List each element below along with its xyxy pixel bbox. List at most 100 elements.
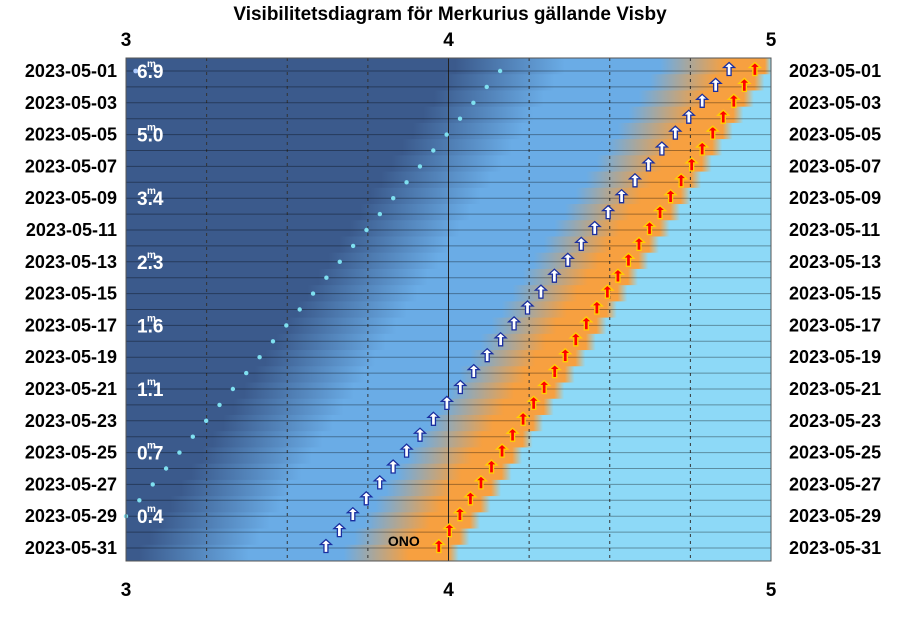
dawn-dot xyxy=(417,164,423,169)
x-tick-label-top: 4 xyxy=(443,30,454,51)
dawn-dot xyxy=(431,148,436,153)
mercury-rise-arrow xyxy=(318,538,334,554)
mercury-rise-arrow xyxy=(359,490,374,506)
sun-rise-arrow xyxy=(431,538,447,554)
dawn-dot xyxy=(444,132,449,137)
dawn-dot xyxy=(270,339,276,344)
mercury-rise-arrow xyxy=(453,379,468,395)
mercury-rise-arrow xyxy=(506,316,522,331)
mercury-rise-arrow xyxy=(466,363,481,379)
magnitude-labels: 6.9m5.0m3.4m2.3m1.6m1.1m0.7m0.4m xyxy=(137,59,164,528)
date-label-right: 2023-05-21 xyxy=(789,379,881,399)
date-label-left: 2023-05-13 xyxy=(25,252,117,272)
x-tick-label-bottom: 5 xyxy=(766,580,777,601)
sun-rise-arrow xyxy=(515,411,531,426)
magnitude-label: 0.4 xyxy=(137,507,164,528)
sun-rise-arrow xyxy=(452,506,468,522)
magnitude-label: 0.7 xyxy=(137,444,163,465)
dawn-dot xyxy=(471,100,476,106)
sun-rise-arrow xyxy=(695,141,710,156)
date-labels: 2023-05-01 2023-05-01 2023-05-03 2023-05-03… xyxy=(25,61,881,558)
sun-rise-arrow xyxy=(536,379,552,395)
sun-rise-arrow xyxy=(673,172,689,188)
mercury-rise-arrow xyxy=(372,475,387,490)
mercury-rise-arrow xyxy=(345,506,361,522)
date-label-right: 2023-05-13 xyxy=(789,252,881,272)
sun-rise-arrow xyxy=(526,395,541,411)
x-tick-label-top: 5 xyxy=(766,30,777,51)
mercury-rise-arrow xyxy=(654,141,670,156)
mercury-rise-arrow xyxy=(614,188,629,204)
date-label-right: 2023-05-19 xyxy=(789,347,881,367)
dawn-dot xyxy=(137,498,142,503)
sun-rise-arrow xyxy=(558,347,573,363)
date-label-right: 2023-05-25 xyxy=(789,443,881,463)
dawn-dot xyxy=(324,275,329,280)
mercury-rise-arrow xyxy=(574,236,589,252)
x-tick-label-bottom: 3 xyxy=(121,580,132,601)
sun-rise-arrow xyxy=(663,188,678,204)
magnitude-label: 1.6 xyxy=(137,316,163,337)
magnitude-unit: m xyxy=(147,377,156,388)
dawn-dot xyxy=(350,243,356,249)
date-label-left: 2023-05-29 xyxy=(25,506,117,526)
date-label-left: 2023-05-17 xyxy=(25,315,117,335)
mercury-rise-arrow xyxy=(708,77,723,93)
magnitude-label: 1.1 xyxy=(137,380,164,401)
dawn-dot xyxy=(217,402,222,408)
x-tick-label-top: 3 xyxy=(121,30,132,51)
dawn-dot xyxy=(244,370,249,376)
date-label-right: 2023-05-05 xyxy=(789,125,881,145)
date-label-left: 2023-05-21 xyxy=(25,379,117,399)
magnitude-label: 6.9 xyxy=(137,62,163,83)
magnitude-unit: m xyxy=(147,250,156,261)
direction-label: ONO xyxy=(388,533,420,549)
sun-rise-arrow xyxy=(737,77,752,93)
sun-rise-arrow xyxy=(621,252,636,267)
magnitude-unit: m xyxy=(147,504,156,515)
date-label-right: 2023-05-31 xyxy=(789,538,881,558)
date-label-left: 2023-05-03 xyxy=(25,93,117,113)
mercury-rise-arrow xyxy=(493,331,508,347)
dawn-dot xyxy=(133,68,139,74)
chart-title: Visibilitetsdiagram för Merkurius gällan… xyxy=(233,4,667,25)
date-label-left: 2023-05-01 xyxy=(25,61,117,81)
magnitude-label: 2.3 xyxy=(137,253,163,274)
date-label-left: 2023-05-09 xyxy=(25,188,117,208)
date-label-right: 2023-05-01 xyxy=(789,61,881,81)
date-label-right: 2023-05-07 xyxy=(789,156,881,176)
mercury-rise-arrow xyxy=(600,204,616,220)
date-label-left: 2023-05-25 xyxy=(25,443,117,463)
magnitude-unit: m xyxy=(147,59,156,70)
sun-rise-arrow xyxy=(579,316,594,331)
magnitude-unit: m xyxy=(147,123,156,134)
date-label-left: 2023-05-27 xyxy=(25,474,117,494)
dawn-dot xyxy=(337,259,342,264)
sun-rise-arrow xyxy=(484,459,499,474)
mercury-rise-arrow xyxy=(547,268,562,283)
sun-rise-arrow xyxy=(442,522,457,538)
dawn-dot xyxy=(284,323,289,328)
date-label-right: 2023-05-27 xyxy=(789,474,881,494)
date-label-right: 2023-05-17 xyxy=(789,315,881,335)
dawn-dot xyxy=(150,482,155,487)
mercury-rise-arrow xyxy=(412,427,428,442)
dawn-dot xyxy=(230,386,236,392)
sun-rise-arrow xyxy=(600,284,615,299)
dawn-dot xyxy=(391,196,396,201)
sun-rise-arrow xyxy=(505,427,520,442)
date-label-right: 2023-05-29 xyxy=(789,506,881,526)
date-label-right: 2023-05-15 xyxy=(789,284,881,304)
sun-rise-arrow xyxy=(463,490,478,506)
sun-rise-arrow xyxy=(631,236,647,252)
mercury-rise-arrow xyxy=(480,347,495,363)
mercury-rise-arrow xyxy=(520,300,535,315)
mercury-rise-arrow xyxy=(641,157,656,172)
date-label-left: 2023-05-31 xyxy=(25,538,117,558)
dawn-dot xyxy=(310,291,316,296)
dawn-dot xyxy=(297,307,302,312)
date-label-right: 2023-05-23 xyxy=(789,411,881,431)
date-label-left: 2023-05-07 xyxy=(25,156,117,176)
date-label-right: 2023-05-11 xyxy=(789,220,880,240)
